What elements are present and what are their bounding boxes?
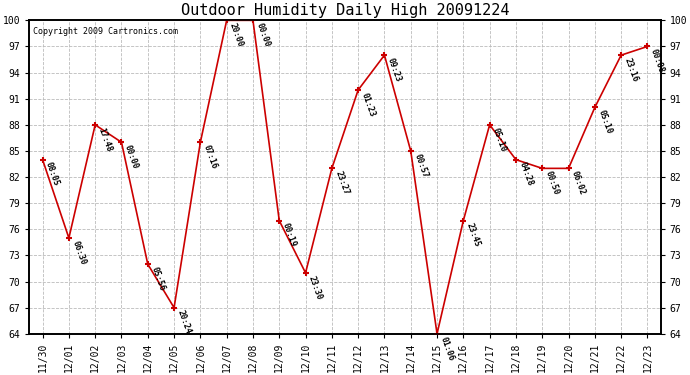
Text: 07:16: 07:16	[201, 144, 219, 170]
Text: 23:27: 23:27	[333, 170, 351, 196]
Text: 00:00: 00:00	[255, 22, 271, 48]
Text: 17:48: 17:48	[97, 126, 114, 153]
Text: 00:19: 00:19	[281, 222, 297, 249]
Text: 23:45: 23:45	[465, 222, 482, 249]
Text: 06:30: 06:30	[70, 239, 87, 266]
Text: 08:05: 08:05	[44, 161, 61, 188]
Text: 23:16: 23:16	[622, 57, 640, 83]
Text: 01:06: 01:06	[438, 335, 455, 362]
Text: 00:50: 00:50	[544, 170, 561, 196]
Text: 20:24: 20:24	[175, 309, 193, 336]
Text: 00:57: 00:57	[412, 152, 429, 179]
Text: 05:10: 05:10	[596, 109, 613, 135]
Text: 00:08: 00:08	[649, 48, 666, 74]
Text: 04:28: 04:28	[518, 161, 534, 188]
Text: 20:00: 20:00	[228, 22, 245, 48]
Title: Outdoor Humidity Daily High 20091224: Outdoor Humidity Daily High 20091224	[181, 3, 509, 18]
Text: 23:30: 23:30	[307, 274, 324, 301]
Text: 00:00: 00:00	[123, 144, 140, 170]
Text: Copyright 2009 Cartronics.com: Copyright 2009 Cartronics.com	[32, 27, 177, 36]
Text: 01:23: 01:23	[359, 92, 377, 118]
Text: 06:02: 06:02	[570, 170, 587, 196]
Text: 05:10: 05:10	[491, 126, 508, 153]
Text: 05:56: 05:56	[149, 266, 166, 292]
Text: 09:23: 09:23	[386, 57, 403, 83]
